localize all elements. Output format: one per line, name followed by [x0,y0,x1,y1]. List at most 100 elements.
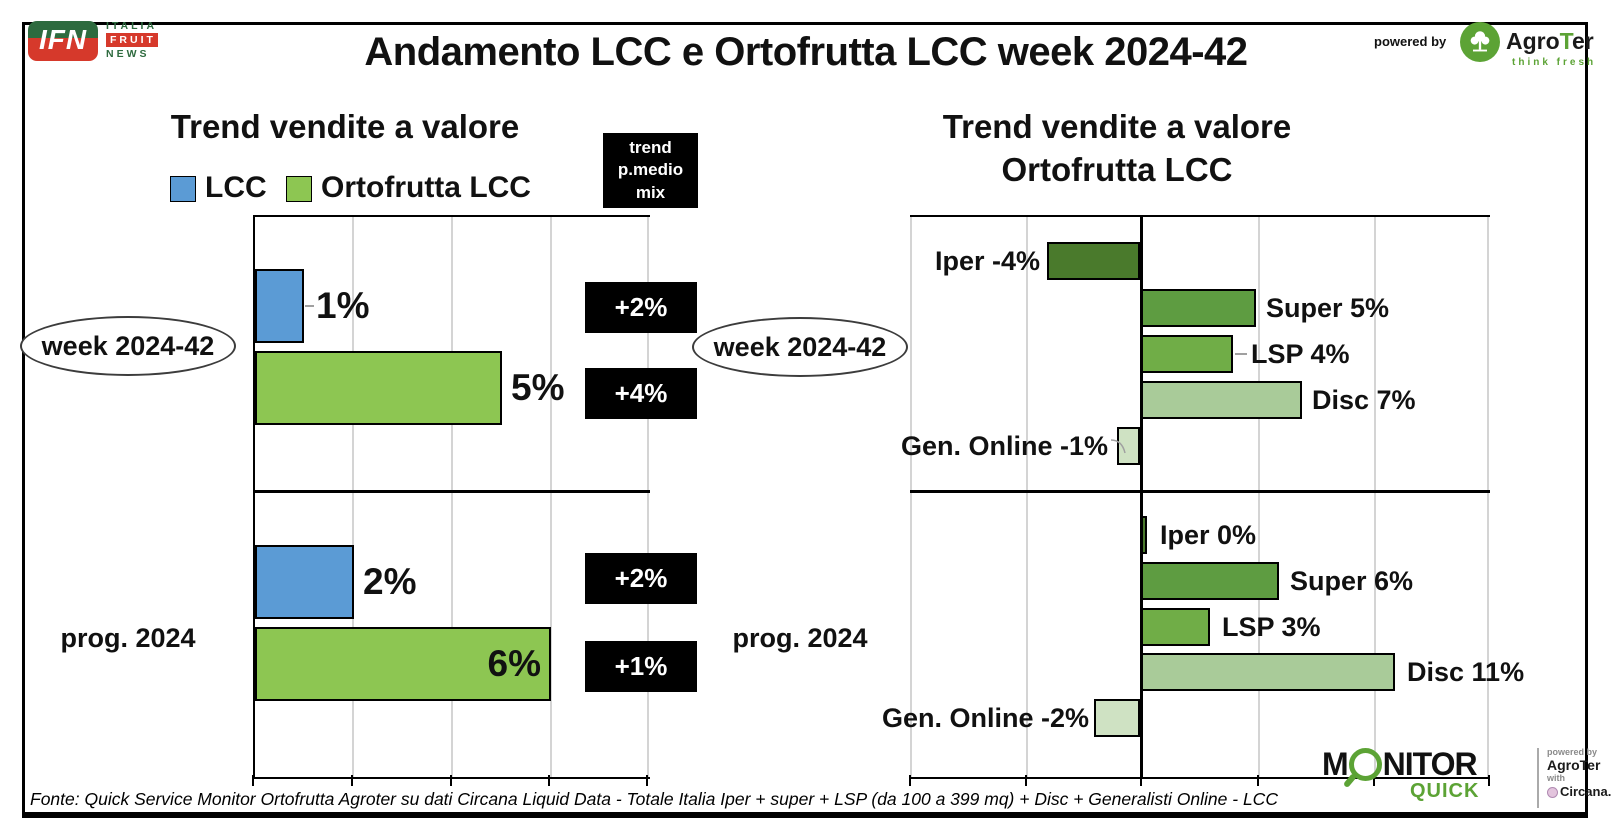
group-separator-line [255,490,650,493]
bar-ortofrutta-prog [255,627,552,701]
bar-label-iper-prog: Iper 0% [1160,520,1257,550]
callout-line [305,305,314,307]
trend-box-lcc-week: +2% [585,282,697,333]
trend-box-ortofrutta-prog: +1% [585,641,697,692]
gridline [1487,217,1489,777]
credits-block: powered by AgroTer with Circana. [1547,747,1611,800]
axis-tick [351,775,353,786]
axis-tick [1488,775,1490,786]
monitor-text-part1: M [1322,746,1349,782]
agroter-prefix: Agro [1506,28,1560,54]
axis-tick [1140,775,1142,786]
value-label-ortofrutta-prog: 6% [487,643,541,684]
bar-super-prog [1140,562,1280,600]
credits-circana: Circana. [1560,783,1612,799]
category-ellipse-week-left: week 2024-42 [20,316,236,376]
value-label-lcc-prog: 2% [363,561,417,602]
legend-label-lcc: LCC [205,171,267,204]
right-chart-title-line2: Ortofrutta LCC [1001,151,1233,188]
monitor-quick-logo: M NITOR [1322,746,1478,783]
bar-disc-week [1140,381,1303,419]
credits-with: with [1547,773,1565,784]
gridline [550,217,552,777]
bar-label-super-week: Super 5% [1266,293,1390,323]
zero-axis-line [1140,217,1143,777]
ifn-logo: IFN [28,21,98,61]
legend-swatch-ortofrutta-lcc [286,176,312,202]
gridline [1026,217,1028,777]
category-label-prog-left: prog. 2024 [60,623,196,653]
monitor-text-part2: NITOR [1382,746,1478,782]
bar-lcc-week [255,269,305,343]
agroter-accent-t: T [1559,28,1573,54]
bar-iper-week [1047,242,1140,280]
value-label-ortofrutta-week: 5% [511,367,565,408]
trend-box-lcc-prog: +2% [585,553,697,604]
credits-divider [1537,748,1539,808]
bar-label-disc-week: Disc 7% [1312,385,1416,415]
annot-line-1: trend [629,138,672,158]
page-title: Andamento LCC e Ortofrutta LCC week 2024… [364,30,1248,74]
legend-swatch-lcc [170,176,196,202]
annot-line-3: mix [635,182,666,202]
bar-label-lsp-week: LSP 4% [1251,339,1350,369]
agroter-tree-icon [1460,22,1500,62]
callout-line [1110,439,1126,454]
right-chart-title-line1: Trend vendite a valore [942,108,1292,145]
agroter-suffix: er [1572,28,1594,54]
bar-lsp-prog [1140,608,1210,646]
right-chart-plot: Iper -4% Super 5% LSP 4% Disc 7% Gen. On… [882,215,1524,779]
annot-line-2: p.medio [617,160,684,180]
axis-tick [548,775,550,786]
credits-agroter: AgroTer [1547,757,1601,774]
gridline [647,217,649,777]
legend-label-ortofrutta-lcc: Ortofrutta LCC [321,171,531,204]
monitor-quick-sub: QUICK [1410,780,1480,802]
bar-super-week [1140,289,1256,327]
group-separator-line [910,490,1490,493]
axis-tick [1257,775,1259,786]
ifn-word-italia: ITALIA [106,20,158,32]
bar-ortofrutta-week [255,351,502,425]
agroter-logo-text: AgroTer [1506,28,1594,55]
gridline [910,217,912,777]
circana-icon [1547,786,1558,798]
category-ellipse-week-right: week 2024-42 [692,317,908,377]
axis-tick [646,775,648,786]
axis-tick [1373,775,1375,786]
trend-box-ortofrutta-week: +4% [585,368,697,419]
bar-gen-online-prog [1093,699,1140,737]
bar-label-disc-prog: Disc 11% [1407,657,1525,687]
gridline [1258,217,1260,777]
callout-line [1235,353,1247,355]
gridline [451,217,453,777]
ifn-logo-wordmark: ITALIA FRUIT NEWS [106,20,176,60]
category-label-prog-right: prog. 2024 [732,623,868,653]
source-note: Fonte: Quick Service Monitor Ortofrutta … [30,789,1278,809]
trend-pmedio-mix-box: trend p.medio mix [603,133,698,208]
value-label-lcc-week: 1% [316,285,370,326]
tree-icon [1470,31,1490,52]
bar-label-gen-online-week: Gen. Online -1% [900,431,1108,461]
ifn-word-fruit: FRUIT [106,33,158,47]
bar-label-iper-week: Iper -4% [934,246,1040,276]
axis-tick [1025,775,1027,786]
magnifier-icon [1348,748,1382,781]
gridline [1374,217,1376,777]
bar-lsp-week [1140,335,1233,373]
left-chart-title: Trend vendite a valore [170,108,520,145]
axis-tick [252,775,254,786]
gridline [352,217,354,777]
agroter-tagline: think fresh [1512,57,1597,68]
bar-label-gen-online-prog: Gen. Online -2% [881,703,1089,733]
powered-by-label: powered by [1374,34,1447,49]
bar-gen-online-week [1116,427,1140,465]
axis-tick [450,775,452,786]
bar-disc-prog [1140,653,1396,691]
axis-tick [909,775,911,786]
bar-label-lsp-prog: LSP 3% [1222,612,1321,642]
credits-powered-by: powered by [1547,747,1598,757]
left-chart-plot: 1% 5% 2% 6% [253,215,650,779]
bar-lcc-prog [255,545,354,619]
